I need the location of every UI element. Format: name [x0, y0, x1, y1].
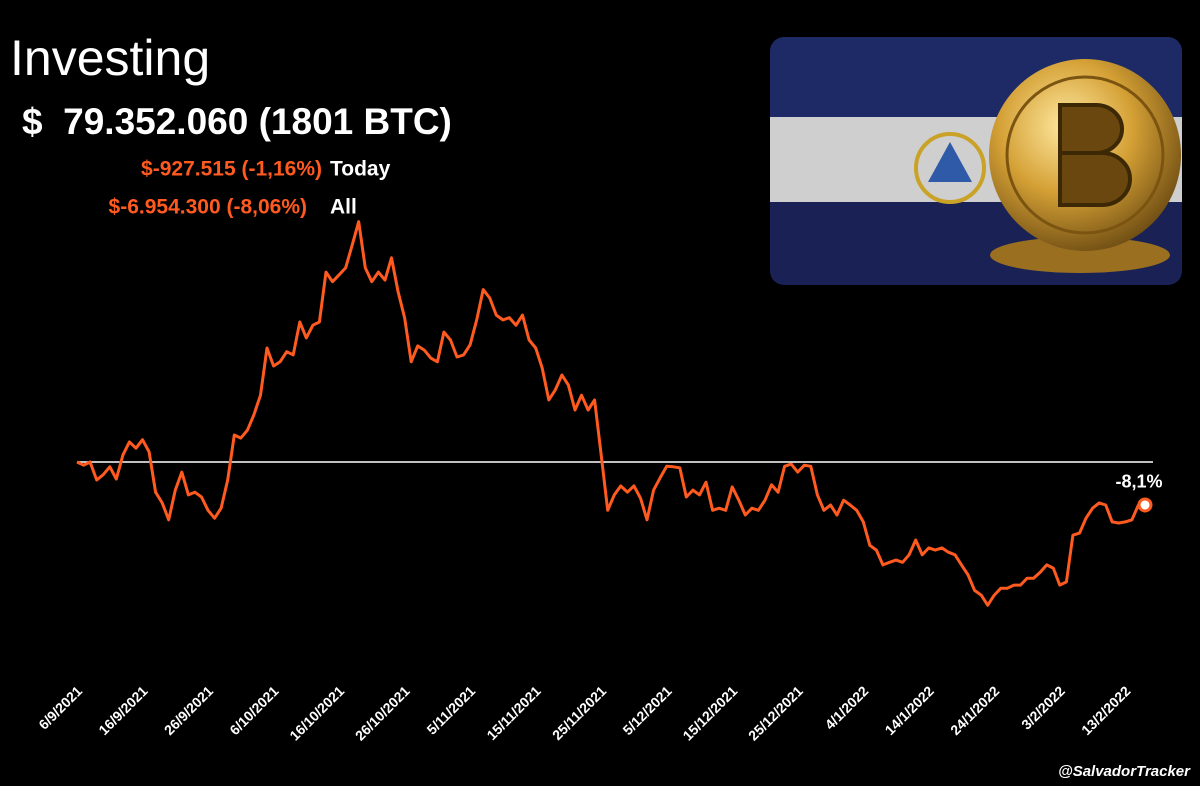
today-change: $-927.515 (-1,16%)	[141, 158, 322, 181]
all-change: $-6.954.300 (-8,06%)	[109, 196, 307, 219]
flag-image	[770, 37, 1182, 285]
today-label: Today	[330, 158, 391, 181]
end-label: -8,1%	[1115, 472, 1162, 492]
title: Investing	[10, 30, 210, 86]
end-marker	[1137, 497, 1153, 513]
portfolio-value: $ 79.352.060 (1801 BTC)	[22, 101, 452, 142]
credit: @SalvadorTracker	[1058, 763, 1191, 780]
all-label: All	[330, 196, 357, 219]
line	[76, 220, 1145, 607]
